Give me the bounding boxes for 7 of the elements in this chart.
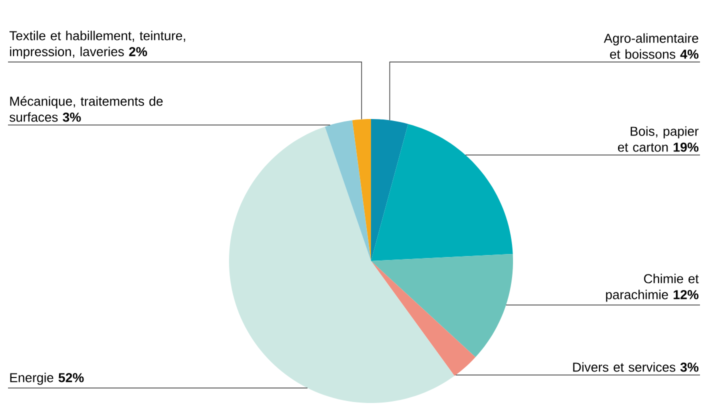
slice-label: Energie 52%	[10, 372, 84, 385]
slice-label: Agro-alimentaire et boissons 4%	[604, 33, 698, 59]
slice-label: Textile et habillement, teinture, impression, laveries 2%	[10, 30, 186, 59]
slice-label: Bois, papier et carton 19%	[618, 126, 699, 152]
slice-label: Divers et services 3%	[573, 362, 698, 372]
slice-label: Chimie et parachimie 12%	[606, 274, 699, 302]
slice-label: Mécanique, traitements de surfaces 3%	[10, 96, 163, 122]
